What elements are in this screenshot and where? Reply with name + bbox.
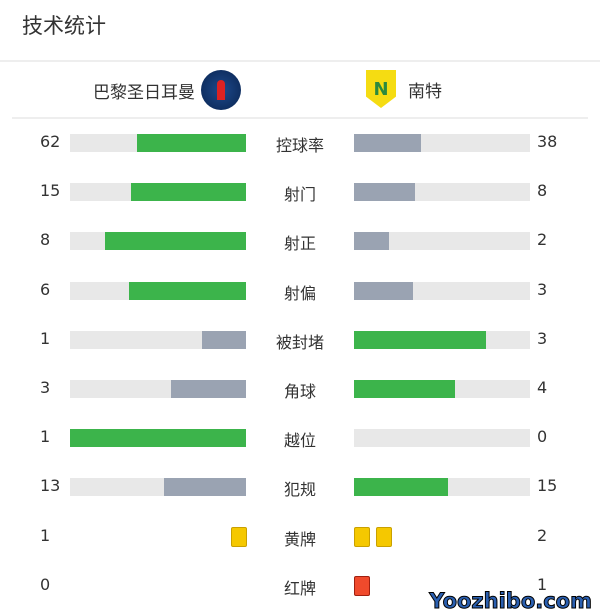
stat-label: 被封堵 <box>275 332 324 352</box>
away-value: 4 <box>537 378 548 397</box>
home-bar-track <box>70 134 246 152</box>
home-value: 13 <box>40 476 61 496</box>
away-bar-fill <box>354 281 413 300</box>
stat-label: 射门 <box>283 185 316 205</box>
home-bar-fill <box>131 183 246 202</box>
away-bar-fill <box>354 380 455 398</box>
home-bar-fill <box>202 330 246 349</box>
stat-row: 1 越位 0 <box>0 423 600 453</box>
stat-row: 13 犯规 15 <box>0 472 600 502</box>
stat-label: 角球 <box>283 382 316 401</box>
away-value: 38 <box>537 132 558 151</box>
nantes-logo-icon: N <box>366 70 396 108</box>
stat-row: 62 控球率 38 <box>0 128 600 158</box>
home-value: 15 <box>40 181 61 201</box>
home-bar-fill <box>164 478 246 497</box>
divider <box>12 117 588 119</box>
away-bar-track <box>354 380 530 398</box>
home-value: 6 <box>40 279 51 299</box>
home-bar-fill <box>70 429 246 448</box>
away-bar-fill <box>354 478 449 497</box>
yellow-card-icon <box>231 526 247 547</box>
page-title: 技术统计 <box>22 14 106 38</box>
away-value: 3 <box>537 279 548 299</box>
home-bar-track <box>70 281 246 300</box>
home-value: 1 <box>40 328 51 348</box>
stat-row: 6 射偏 3 <box>0 276 600 306</box>
away-value: 8 <box>537 181 548 201</box>
home-team-name: 巴黎圣日耳曼 <box>93 82 195 103</box>
away-value: 2 <box>537 525 548 545</box>
home-value: 0 <box>40 574 51 594</box>
stat-label: 控球率 <box>275 136 324 155</box>
away-value: 3 <box>537 328 548 348</box>
home-value: 1 <box>40 427 51 447</box>
away-value: 15 <box>537 476 558 496</box>
home-bar-fill <box>128 281 246 300</box>
home-value: 3 <box>40 378 51 397</box>
home-bar-track <box>70 429 246 448</box>
stat-row: 8 射正 2 <box>0 226 600 256</box>
red-card-icon <box>354 575 370 596</box>
yellow-card-icon <box>354 526 370 547</box>
away-team[interactable]: N 南特 <box>366 70 442 108</box>
home-bar-fill <box>170 380 246 398</box>
home-value: 1 <box>40 525 51 545</box>
psg-logo-icon <box>201 70 241 110</box>
away-bar-track <box>354 281 530 300</box>
red-card-row: 0 红牌 1 <box>0 571 600 601</box>
divider <box>0 60 600 62</box>
home-bar-fill <box>105 232 246 251</box>
away-bar-fill <box>354 232 390 251</box>
away-bar-track <box>354 134 530 152</box>
watermark: Yoozhibo.com <box>429 589 593 614</box>
away-bar-fill <box>354 183 416 202</box>
away-bar-track <box>354 478 530 497</box>
stat-label: 红牌 <box>283 578 316 598</box>
stat-label: 射偏 <box>283 283 316 303</box>
home-value: 62 <box>40 132 61 151</box>
home-bar-track <box>70 183 246 202</box>
away-bar-track <box>354 330 530 349</box>
away-bar-track <box>354 232 530 251</box>
yellow-card-row: 1 黄牌 2 <box>0 522 600 552</box>
stat-row: 3 角球 4 <box>0 374 600 404</box>
away-bar-track <box>354 429 530 448</box>
stat-row: 1 被封堵 3 <box>0 325 600 355</box>
away-bar-fill <box>354 134 421 152</box>
home-value: 8 <box>40 230 51 250</box>
stat-label: 越位 <box>283 431 316 451</box>
home-bar-track <box>70 478 246 497</box>
home-bar-track <box>70 380 246 398</box>
home-bar-track <box>70 232 246 251</box>
home-team[interactable]: 巴黎圣日耳曼 <box>93 70 241 110</box>
away-bar-fill <box>354 330 486 349</box>
away-value: 2 <box>537 230 548 250</box>
stat-label: 黄牌 <box>283 529 316 549</box>
away-team-name: 南特 <box>408 81 442 102</box>
home-bar-track <box>70 330 246 349</box>
stat-label: 射正 <box>283 234 316 254</box>
home-bar-fill <box>136 134 246 152</box>
stat-label: 犯规 <box>283 480 316 500</box>
stat-row: 15 射门 8 <box>0 177 600 207</box>
yellow-card-icon <box>376 526 392 547</box>
away-value: 0 <box>537 427 548 447</box>
away-value: 1 <box>537 574 548 594</box>
away-bar-track <box>354 183 530 202</box>
